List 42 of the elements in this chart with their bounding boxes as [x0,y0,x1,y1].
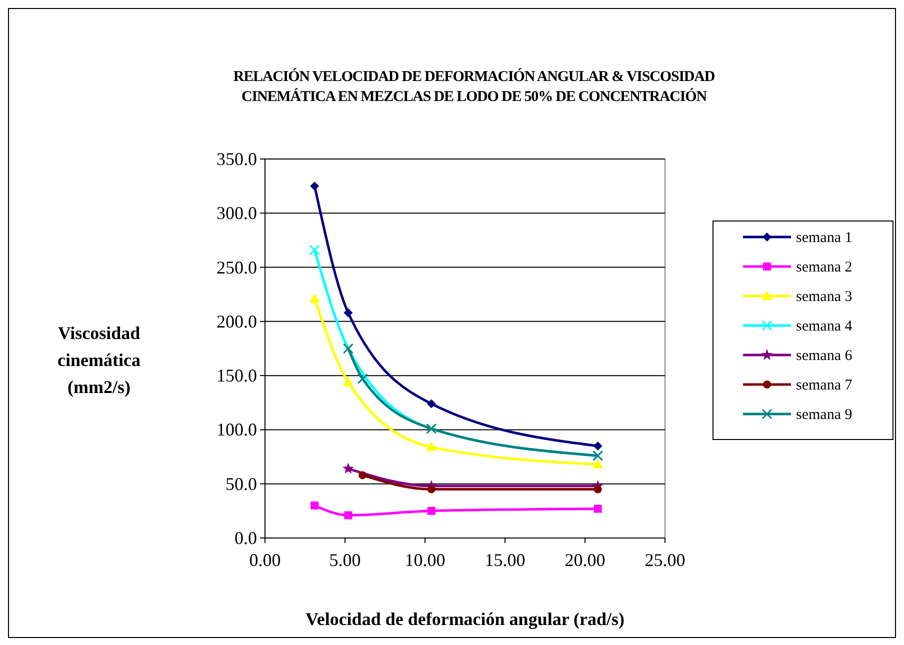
legend-label: semana 4 [796,318,853,334]
y-tick-label: 250.0 [216,257,257,278]
point [357,374,368,384]
x-axis-title: Velocidad de deformación angular (rad/s) [305,609,625,629]
point [358,471,367,480]
point [593,441,602,450]
point [310,293,320,303]
point [310,182,320,191]
y-axis-title: Viscosidad cinemática (mm2/s) [58,323,140,397]
point [426,442,436,452]
chart-title: RELACIÓN VELOCIDAD DE DEFORMACIÓN ANGULAR & VISCOSIDAD CINEMÁTICA EN MEZCLAS DE LODO DE 50% DE CONCENTRACIÓN [233,68,716,105]
x-tick-label: 5.00 [329,550,361,570]
y-tick-label: 150.0 [216,366,257,386]
legend-label: semana 1 [796,230,852,246]
point [343,376,354,386]
y-tick-label: 100.0 [216,420,257,440]
x-tick-label: 20.00 [564,550,606,570]
point [309,244,320,256]
x-tick-label: 25.00 [644,550,686,570]
point [594,485,602,494]
point [427,506,436,515]
y-tick-label: 50.0 [226,474,257,494]
x-tick-label: 10.00 [404,550,446,570]
x-tick-label: 15.00 [484,550,526,570]
point [344,511,352,520]
point [342,462,354,474]
legend-label: semana 6 [796,348,853,364]
legend-label: semana 9 [796,407,852,423]
legend-label: semana 3 [796,289,852,305]
point [344,308,353,318]
x-tick-label: 0.00 [249,550,281,570]
y-tick-label: 200.0 [216,311,257,332]
legend-label: semana 7 [796,378,853,394]
point [592,458,603,468]
y-tick-label: 0.0 [234,528,257,548]
point [310,502,319,510]
point [427,485,436,494]
legend-label: semana 2 [796,260,852,276]
y-tick-label: 300.0 [216,203,257,224]
point [426,399,436,408]
point [594,504,602,513]
y-tick-label: 350.0 [216,149,257,169]
